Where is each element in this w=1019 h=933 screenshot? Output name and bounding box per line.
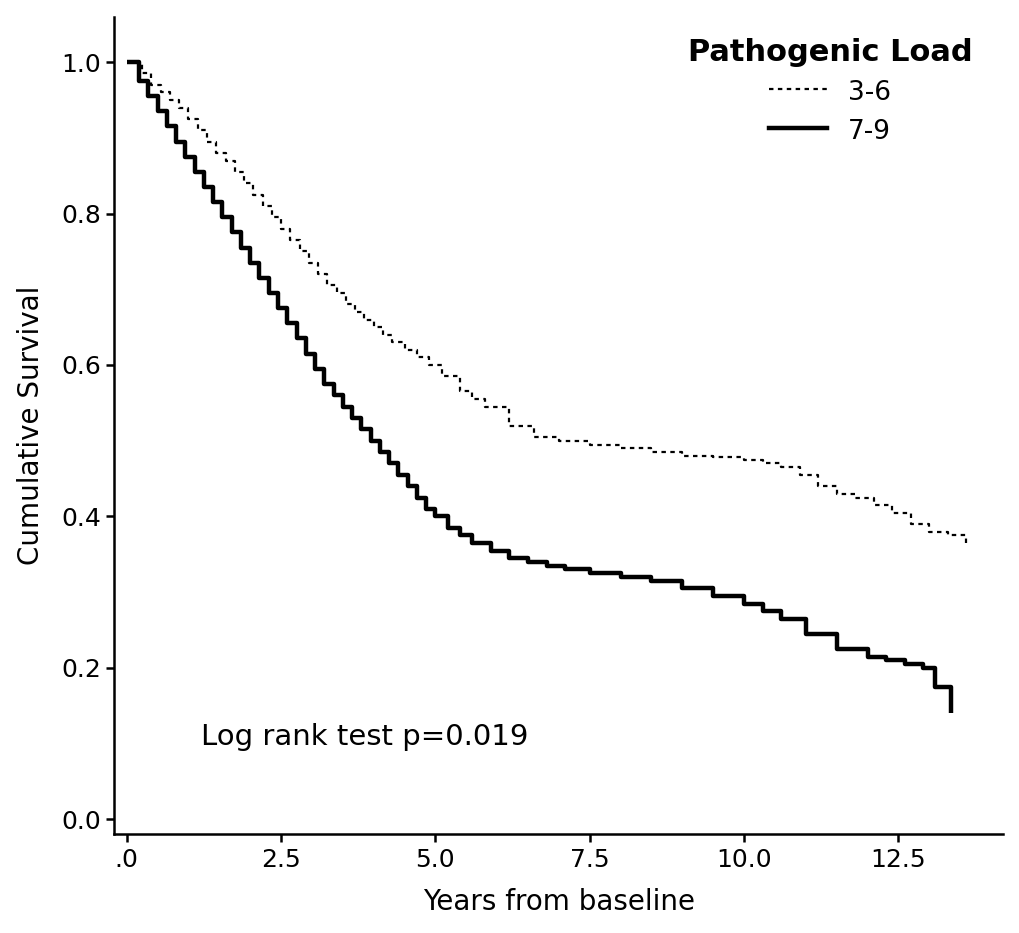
Line: 3-6: 3-6: [126, 63, 965, 547]
3-6: [959, 541, 971, 552]
7-9: [583, 567, 595, 578]
X-axis label: Years from baseline: Years from baseline: [423, 888, 694, 916]
3-6: [155, 87, 167, 98]
Y-axis label: Cumulative Survival: Cumulative Survival: [16, 285, 45, 565]
7-9: [502, 552, 515, 564]
3-6: [552, 435, 565, 446]
Legend: 3-6, 7-9: 3-6, 7-9: [687, 38, 971, 145]
Line: 7-9: 7-9: [126, 63, 950, 714]
7-9: [253, 272, 265, 284]
7-9: [120, 57, 132, 68]
3-6: [145, 79, 157, 91]
Text: Log rank test p=0.019: Log rank test p=0.019: [201, 723, 528, 751]
7-9: [916, 662, 928, 674]
7-9: [756, 606, 768, 617]
7-9: [244, 258, 256, 269]
3-6: [120, 57, 132, 68]
3-6: [348, 306, 361, 317]
3-6: [583, 439, 595, 450]
3-6: [265, 212, 277, 223]
7-9: [944, 708, 956, 719]
